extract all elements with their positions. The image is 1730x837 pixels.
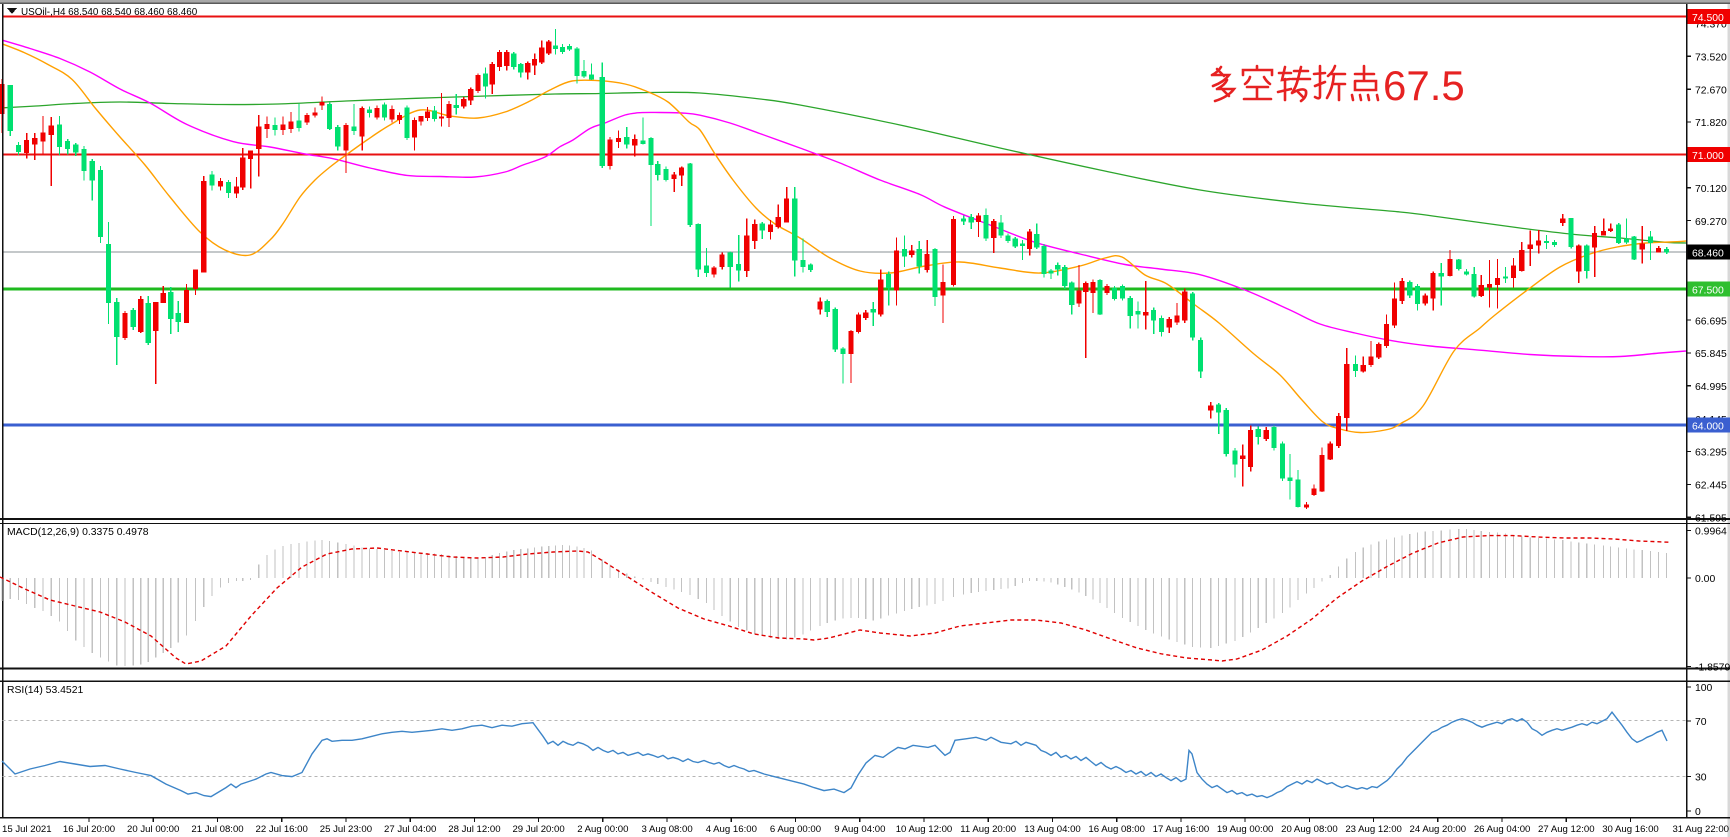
svg-text:10 Aug 12:00: 10 Aug 12:00 (896, 824, 953, 835)
svg-text:3 Aug 08:00: 3 Aug 08:00 (641, 824, 692, 835)
svg-text:70.120: 70.120 (1695, 184, 1727, 195)
svg-text:64.995: 64.995 (1695, 382, 1727, 393)
svg-text:0: 0 (1695, 807, 1701, 818)
svg-text:19 Aug 00:00: 19 Aug 00:00 (1217, 824, 1274, 835)
svg-text:20 Aug 08:00: 20 Aug 08:00 (1281, 824, 1338, 835)
svg-text:13 Aug 04:00: 13 Aug 04:00 (1024, 824, 1081, 835)
svg-text:4 Aug 16:00: 4 Aug 16:00 (706, 824, 757, 835)
svg-text:USOil-,H4 68.540 68.540 68.46: USOil-,H4 68.540 68.540 68.460 68.460 (21, 7, 198, 18)
svg-text:26 Aug 04:00: 26 Aug 04:00 (1474, 824, 1531, 835)
svg-text:24 Aug 20:00: 24 Aug 20:00 (1410, 824, 1467, 835)
svg-text:30: 30 (1695, 773, 1707, 784)
svg-text:25 Jul 23:00: 25 Jul 23:00 (320, 824, 372, 835)
svg-text:72.670: 72.670 (1695, 85, 1727, 96)
svg-text:29 Jul 20:00: 29 Jul 20:00 (512, 824, 564, 835)
svg-text:67.5: 67.5 (1383, 62, 1465, 109)
svg-text:9 Aug 04:00: 9 Aug 04:00 (834, 824, 885, 835)
svg-text:0.00: 0.00 (1695, 574, 1715, 585)
svg-text:20 Jul 00:00: 20 Jul 00:00 (127, 824, 179, 835)
svg-text:61.595: 61.595 (1695, 513, 1727, 524)
svg-text:17 Aug 16:00: 17 Aug 16:00 (1153, 824, 1210, 835)
svg-text:62.445: 62.445 (1695, 481, 1727, 492)
svg-text:MACD(12,26,9) 0.3375 0.4978: MACD(12,26,9) 0.3375 0.4978 (7, 527, 149, 538)
svg-text:71.820: 71.820 (1695, 118, 1727, 129)
svg-text:67.500: 67.500 (1692, 285, 1724, 296)
svg-text:63.295: 63.295 (1695, 448, 1727, 459)
svg-text:69.270: 69.270 (1695, 217, 1727, 228)
svg-text:70: 70 (1695, 717, 1707, 728)
svg-text:100: 100 (1695, 683, 1713, 694)
svg-text:0.9964: 0.9964 (1695, 527, 1727, 538)
svg-text:65.845: 65.845 (1695, 349, 1727, 360)
svg-text:30 Aug 16:00: 30 Aug 16:00 (1602, 824, 1659, 835)
svg-text:66.695: 66.695 (1695, 316, 1727, 327)
svg-text:68.460: 68.460 (1692, 248, 1724, 259)
svg-text:16 Aug 08:00: 16 Aug 08:00 (1088, 824, 1145, 835)
svg-text:21 Jul 08:00: 21 Jul 08:00 (191, 824, 243, 835)
svg-text:28 Jul 12:00: 28 Jul 12:00 (448, 824, 500, 835)
svg-text:71.000: 71.000 (1692, 151, 1724, 162)
svg-text:64.000: 64.000 (1692, 421, 1724, 432)
svg-text:31 Aug 22:00: 31 Aug 22:00 (1672, 824, 1729, 835)
svg-text:23 Aug 12:00: 23 Aug 12:00 (1345, 824, 1402, 835)
svg-text:2 Aug 00:00: 2 Aug 00:00 (577, 824, 628, 835)
svg-text:27 Aug 12:00: 27 Aug 12:00 (1538, 824, 1595, 835)
svg-text:22 Jul 16:00: 22 Jul 16:00 (256, 824, 308, 835)
svg-text:73.520: 73.520 (1695, 53, 1727, 64)
svg-text:RSI(14) 53.4521: RSI(14) 53.4521 (7, 685, 83, 696)
svg-text:11 Aug 20:00: 11 Aug 20:00 (960, 824, 1016, 835)
svg-text:16 Jul 20:00: 16 Jul 20:00 (63, 824, 115, 835)
svg-text:74.500: 74.500 (1692, 13, 1724, 24)
svg-text:27 Jul 04:00: 27 Jul 04:00 (384, 824, 436, 835)
svg-text:6 Aug 00:00: 6 Aug 00:00 (770, 824, 821, 835)
svg-text:15 Jul 2021: 15 Jul 2021 (2, 824, 52, 835)
svg-text:-1.8579: -1.8579 (1695, 663, 1730, 674)
svg-text:74.370: 74.370 (1695, 20, 1727, 31)
